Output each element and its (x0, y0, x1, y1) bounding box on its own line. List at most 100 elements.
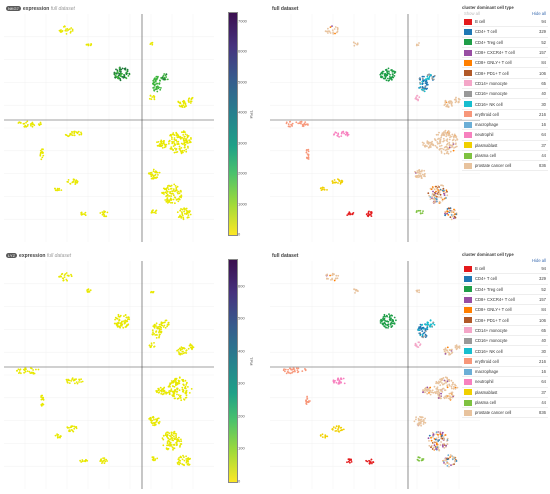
expression-plot[interactable] (4, 261, 214, 489)
gene-badge[interactable]: LYZ (6, 253, 18, 258)
legend-swatch[interactable] (464, 358, 472, 365)
cell-point (116, 69, 119, 72)
legend-item[interactable]: prostate cancer cell 836 (462, 408, 548, 419)
legend-item[interactable]: neutrophil 64 (462, 130, 548, 141)
legend-item[interactable]: B cell 94 (462, 17, 548, 28)
legend-swatch[interactable] (464, 327, 472, 334)
hide-all-link[interactable]: Hide all (532, 258, 546, 263)
legend-item[interactable]: CD16+ NK cell 30 (462, 99, 548, 110)
legend-item[interactable]: prostate cancer cell 836 (462, 161, 548, 172)
legend-swatch[interactable] (464, 265, 472, 272)
legend-item[interactable]: CD8+ PD1+ T cell 106 (462, 315, 548, 326)
cell-point (66, 135, 69, 137)
legend-swatch[interactable] (464, 317, 472, 324)
expression-plot[interactable] (4, 14, 214, 242)
legend-item[interactable]: CD4+ T cell 329 (462, 274, 548, 285)
legend-item[interactable]: macrophage 16 (462, 120, 548, 131)
legend-swatch[interactable] (464, 348, 472, 355)
legend-item[interactable]: CD16+ monocyte 40 (462, 336, 548, 347)
legend-swatch[interactable] (464, 18, 472, 25)
cell-point (158, 83, 161, 85)
legend-swatch[interactable] (464, 337, 472, 344)
legend-swatch[interactable] (464, 59, 472, 66)
show-all-link[interactable]: Show all (464, 11, 480, 16)
legend-swatch[interactable] (464, 49, 472, 56)
gene-badge[interactable]: NKG7 (6, 6, 21, 11)
cell-point (451, 146, 453, 149)
legend-swatch[interactable] (464, 409, 472, 416)
cell-point (17, 368, 20, 371)
cell-point (156, 171, 159, 174)
cell-point (436, 195, 438, 198)
legend-item[interactable]: macrophage 16 (462, 367, 548, 378)
legend-swatch[interactable] (464, 121, 472, 128)
legend-item[interactable]: CD8+ CXCR4+ T cell 157 (462, 48, 548, 59)
legend-swatch[interactable] (464, 368, 472, 375)
cell-point (179, 352, 182, 355)
legend-item[interactable]: plasmablast 37 (462, 141, 548, 151)
cell-point (450, 214, 453, 216)
legend-list: B cell 94 CD4+ T cell 329 CD4+ Treg cell 52 CD… (462, 264, 548, 419)
legend-label: CD8+ GNLY+ T cell (475, 60, 512, 66)
legend-item[interactable]: plasmablast 37 (462, 388, 548, 398)
legend-item[interactable]: CD16+ monocyte 40 (462, 89, 548, 100)
legend-swatch[interactable] (464, 286, 472, 293)
cell-point (454, 143, 457, 146)
legend-swatch[interactable] (464, 378, 472, 385)
cell-point (174, 383, 177, 386)
legend-swatch[interactable] (464, 296, 472, 303)
legend-item[interactable]: CD16+ NK cell 30 (462, 346, 548, 357)
legend-swatch[interactable] (464, 70, 472, 77)
legend-item[interactable]: plasma cell 44 (462, 151, 548, 162)
legend-item[interactable]: erythroid cell 216 (462, 110, 548, 120)
legend-item[interactable]: CD14+ monocyte 65 (462, 79, 548, 90)
legend-swatch[interactable] (464, 90, 472, 97)
legend-item[interactable]: CD4+ Treg cell 52 (462, 285, 548, 295)
cell-point (99, 460, 102, 462)
cell-point (307, 158, 310, 160)
cell-point (39, 149, 42, 152)
legend-swatch[interactable] (464, 28, 472, 35)
cell-point (449, 136, 451, 139)
cell-point (157, 75, 159, 78)
expression-scatter[interactable] (4, 261, 214, 489)
legend-swatch[interactable] (464, 142, 472, 149)
legend-item[interactable]: CD8+ CXCR4+ T cell 157 (462, 295, 548, 306)
cell-point (441, 199, 444, 202)
legend-item[interactable]: neutrophil 64 (462, 377, 548, 388)
legend-swatch[interactable] (464, 306, 472, 313)
expression-scatter[interactable] (4, 14, 214, 242)
legend-swatch[interactable] (464, 152, 472, 159)
legend-swatch[interactable] (464, 39, 472, 46)
cell-point (177, 200, 180, 203)
cell-point (75, 131, 78, 134)
legend-item[interactable]: erythroid cell 216 (462, 357, 548, 367)
celltype-plot[interactable] (270, 261, 480, 489)
cell-point (151, 96, 154, 98)
celltype-scatter[interactable] (270, 261, 480, 489)
legend-item[interactable]: CD4+ Treg cell 52 (462, 38, 548, 48)
legend-swatch[interactable] (464, 111, 472, 118)
legend-swatch[interactable] (464, 162, 472, 169)
cell-point (70, 273, 72, 276)
legend-item[interactable]: CD14+ monocyte 65 (462, 326, 548, 337)
hide-all-link[interactable]: Hide all (532, 11, 546, 16)
legend-item[interactable]: B cell 94 (462, 264, 548, 275)
cell-point (153, 422, 156, 425)
legend-swatch[interactable] (464, 275, 472, 282)
legend-item[interactable]: CD8+ GNLY+ T cell 84 (462, 58, 548, 69)
legend-item[interactable]: CD4+ T cell 329 (462, 27, 548, 38)
legend-swatch[interactable] (464, 80, 472, 87)
cell-point (331, 278, 334, 281)
legend-swatch[interactable] (464, 389, 472, 396)
cell-point (175, 148, 178, 150)
legend-swatch[interactable] (464, 399, 472, 406)
legend-item[interactable]: CD8+ PD1+ T cell 106 (462, 68, 548, 79)
legend-item[interactable]: CD8+ GNLY+ T cell 84 (462, 305, 548, 316)
celltype-plot[interactable] (270, 14, 480, 242)
celltype-scatter[interactable] (270, 14, 480, 242)
legend-swatch[interactable] (464, 131, 472, 138)
cell-point (184, 139, 186, 142)
legend-item[interactable]: plasma cell 44 (462, 398, 548, 409)
legend-swatch[interactable] (464, 101, 472, 108)
